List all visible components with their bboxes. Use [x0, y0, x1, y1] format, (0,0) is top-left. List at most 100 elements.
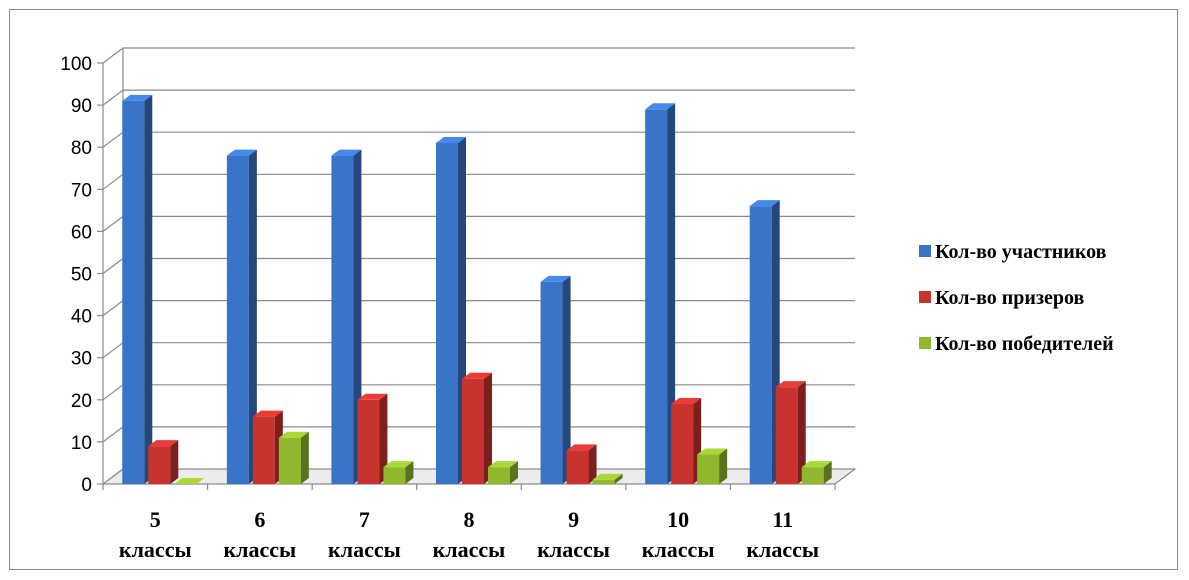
- legend-swatch-1: [919, 291, 931, 303]
- bar-top-2-0: [174, 478, 205, 484]
- bar-top-0-4: [540, 275, 571, 282]
- bar-1-5: [671, 404, 694, 484]
- bar-top-0-5: [645, 103, 676, 110]
- bar-top-2-4: [592, 473, 623, 480]
- gridline-depth: [102, 131, 124, 148]
- bar-0-4: [540, 281, 563, 484]
- bar-top-2-3: [488, 461, 518, 468]
- x-tick-label: 5: [150, 507, 161, 532]
- y-tick-label: 40: [71, 307, 92, 328]
- bar-top-1-3: [462, 372, 492, 379]
- y-tick-label: 70: [71, 180, 92, 201]
- x-axis-depth: [834, 468, 856, 485]
- legend-label-0: Кол-во участников: [935, 241, 1107, 263]
- bar-1-2: [357, 399, 380, 484]
- bar-2-2: [383, 467, 406, 484]
- bar-side-2-5: [719, 448, 728, 484]
- bar-top-2-6: [801, 461, 832, 468]
- x-tick-label-sub: классы: [328, 537, 401, 562]
- gridline-depth: [102, 468, 124, 485]
- y-tick-label: 0: [81, 475, 92, 496]
- legend-swatch-2: [919, 337, 931, 349]
- bar-0-6: [749, 206, 772, 484]
- y-tick-label: 80: [71, 138, 92, 159]
- gridline-depth: [102, 384, 124, 401]
- bar-1-3: [462, 378, 484, 484]
- bar-top-2-2: [383, 461, 414, 468]
- bar-side-2-6: [823, 461, 832, 484]
- bar-side-0-4: [562, 275, 571, 484]
- y-tick-label: 30: [71, 349, 92, 370]
- x-tick-label-sub: классы: [537, 537, 610, 562]
- bar-side-1-3: [484, 372, 492, 484]
- x-tick-label-sub: классы: [223, 537, 296, 562]
- x-tick-label-sub: классы: [433, 537, 506, 562]
- bar-top-1-0: [148, 440, 179, 447]
- bar-2-5: [697, 454, 720, 484]
- bar-side-2-1: [300, 431, 309, 484]
- gridline-depth: [102, 215, 124, 232]
- gridline-depth: [102, 300, 124, 317]
- gridline-depth: [102, 426, 124, 443]
- y-tick-label: 100: [60, 54, 92, 75]
- bar-top-1-2: [357, 393, 388, 400]
- bar-side-1-6: [797, 381, 806, 484]
- bar-side-2-2: [405, 461, 414, 484]
- x-tick-label-sub: классы: [642, 537, 715, 562]
- bar-side-1-4: [588, 444, 597, 484]
- bar-side-0-1: [248, 149, 257, 484]
- bar-side-0-0: [144, 94, 153, 484]
- bar-2-4: [592, 479, 615, 484]
- bar-2-6: [801, 467, 824, 484]
- y-tick-label: 50: [71, 265, 92, 286]
- y-tick-label: 20: [71, 391, 92, 412]
- bar-0-5: [645, 109, 668, 484]
- x-tick-label: 6: [254, 507, 265, 532]
- bar-2-1: [278, 437, 301, 484]
- bar-1-1: [252, 416, 275, 484]
- gridline-depth: [102, 342, 124, 359]
- legend-label-1: Кол-во призеров: [935, 287, 1084, 309]
- bar-0-2: [331, 155, 354, 484]
- bar-side-2-3: [510, 461, 518, 484]
- x-tick-label: 11: [772, 507, 793, 532]
- bar-2-3: [488, 467, 510, 484]
- bar-0-3: [436, 142, 458, 485]
- bar-top-1-4: [566, 444, 597, 451]
- bar-1-0: [148, 446, 171, 484]
- gridline-depth: [102, 89, 124, 106]
- bar-0-0: [122, 100, 145, 484]
- bar-1-6: [775, 387, 798, 484]
- bar-top-0-1: [226, 149, 257, 156]
- bar-side-1-0: [170, 440, 179, 484]
- bar-side-0-5: [667, 103, 676, 484]
- x-tick-label: 7: [359, 507, 370, 532]
- bar-1-4: [566, 450, 589, 484]
- x-tick-label: 8: [464, 507, 475, 532]
- bar-top-1-6: [775, 381, 806, 388]
- x-tick-label: 9: [568, 507, 579, 532]
- x-tick-label-sub: классы: [119, 537, 192, 562]
- bar-top-1-5: [671, 398, 702, 405]
- legend-label-2: Кол-во победителей: [935, 333, 1114, 355]
- y-tick-label: 10: [71, 433, 92, 454]
- y-tick-label: 60: [71, 222, 92, 243]
- bar-top-0-3: [436, 136, 466, 143]
- bar-top-2-1: [278, 431, 309, 438]
- legend-swatch-0: [919, 245, 931, 257]
- bar-top-0-0: [122, 94, 153, 101]
- x-tick-label: 10: [667, 507, 689, 532]
- gridline-depth: [102, 258, 124, 274]
- bar-side-2-4: [614, 473, 623, 484]
- bar-top-0-6: [749, 200, 780, 207]
- gridline-depth: [102, 47, 124, 64]
- bar-top-1-1: [252, 410, 283, 417]
- bar-top-2-5: [697, 448, 728, 455]
- bar-top-0-2: [331, 149, 362, 156]
- bar-side-1-2: [379, 393, 388, 484]
- gridline-depth: [102, 173, 124, 190]
- y-tick-label: 90: [71, 96, 92, 117]
- bar-0-1: [226, 155, 249, 484]
- x-tick-label-sub: классы: [746, 537, 819, 562]
